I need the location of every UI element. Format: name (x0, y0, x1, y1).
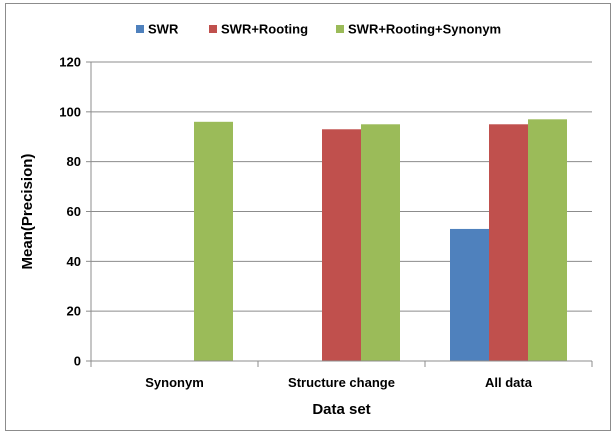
bar-swr-rooting-all-data (489, 124, 528, 362)
y-tick-label-40: 40 (67, 254, 81, 269)
bar-swr-rooting-structure-change (322, 129, 361, 361)
chart-frame: SWR SWR+Rooting SWR+Rooting+Synonym 0 20 40 6… (5, 3, 611, 431)
x-tick-label-all-data: All data (485, 375, 533, 390)
legend-swatch-swr-rooting (209, 25, 217, 33)
bar-chart: SWR SWR+Rooting SWR+Rooting+Synonym 0 20 40 6… (19, 22, 593, 418)
y-tick-label-120: 120 (59, 55, 81, 70)
y-tick-labels: 0 20 40 60 80 100 120 (59, 55, 81, 369)
bars (194, 119, 567, 362)
x-tick-label-structure-change: Structure change (288, 375, 395, 390)
y-axis-title: Mean(Precision) (19, 154, 36, 270)
x-axis-title: Data set (312, 401, 370, 418)
y-tick-label-80: 80 (67, 154, 81, 169)
x-tick-label-synonym: Synonym (145, 375, 204, 390)
y-tick-label-20: 20 (67, 304, 81, 319)
axes (90, 62, 593, 367)
bar-swr-rooting-synonym-structure-change (361, 124, 400, 362)
legend-swatch-swr (136, 25, 144, 33)
x-tick-labels: Synonym Structure change All data (145, 375, 532, 390)
y-tick-label-60: 60 (67, 204, 81, 219)
bar-swr-rooting-synonym-synonym (194, 121, 233, 361)
legend-label-swr-rooting: SWR+Rooting (221, 22, 308, 37)
legend-swatch-swr-rooting-synonym (336, 25, 344, 33)
bar-swr-rooting-synonym-all-data (528, 119, 567, 361)
legend-label-swr-rooting-synonym: SWR+Rooting+Synonym (348, 22, 501, 37)
y-tick-label-0: 0 (74, 354, 81, 369)
y-tick-label-100: 100 (59, 104, 81, 119)
legend: SWR SWR+Rooting SWR+Rooting+Synonym (136, 22, 501, 37)
bar-swr-all-data (450, 228, 489, 361)
legend-label-swr: SWR (148, 22, 179, 37)
